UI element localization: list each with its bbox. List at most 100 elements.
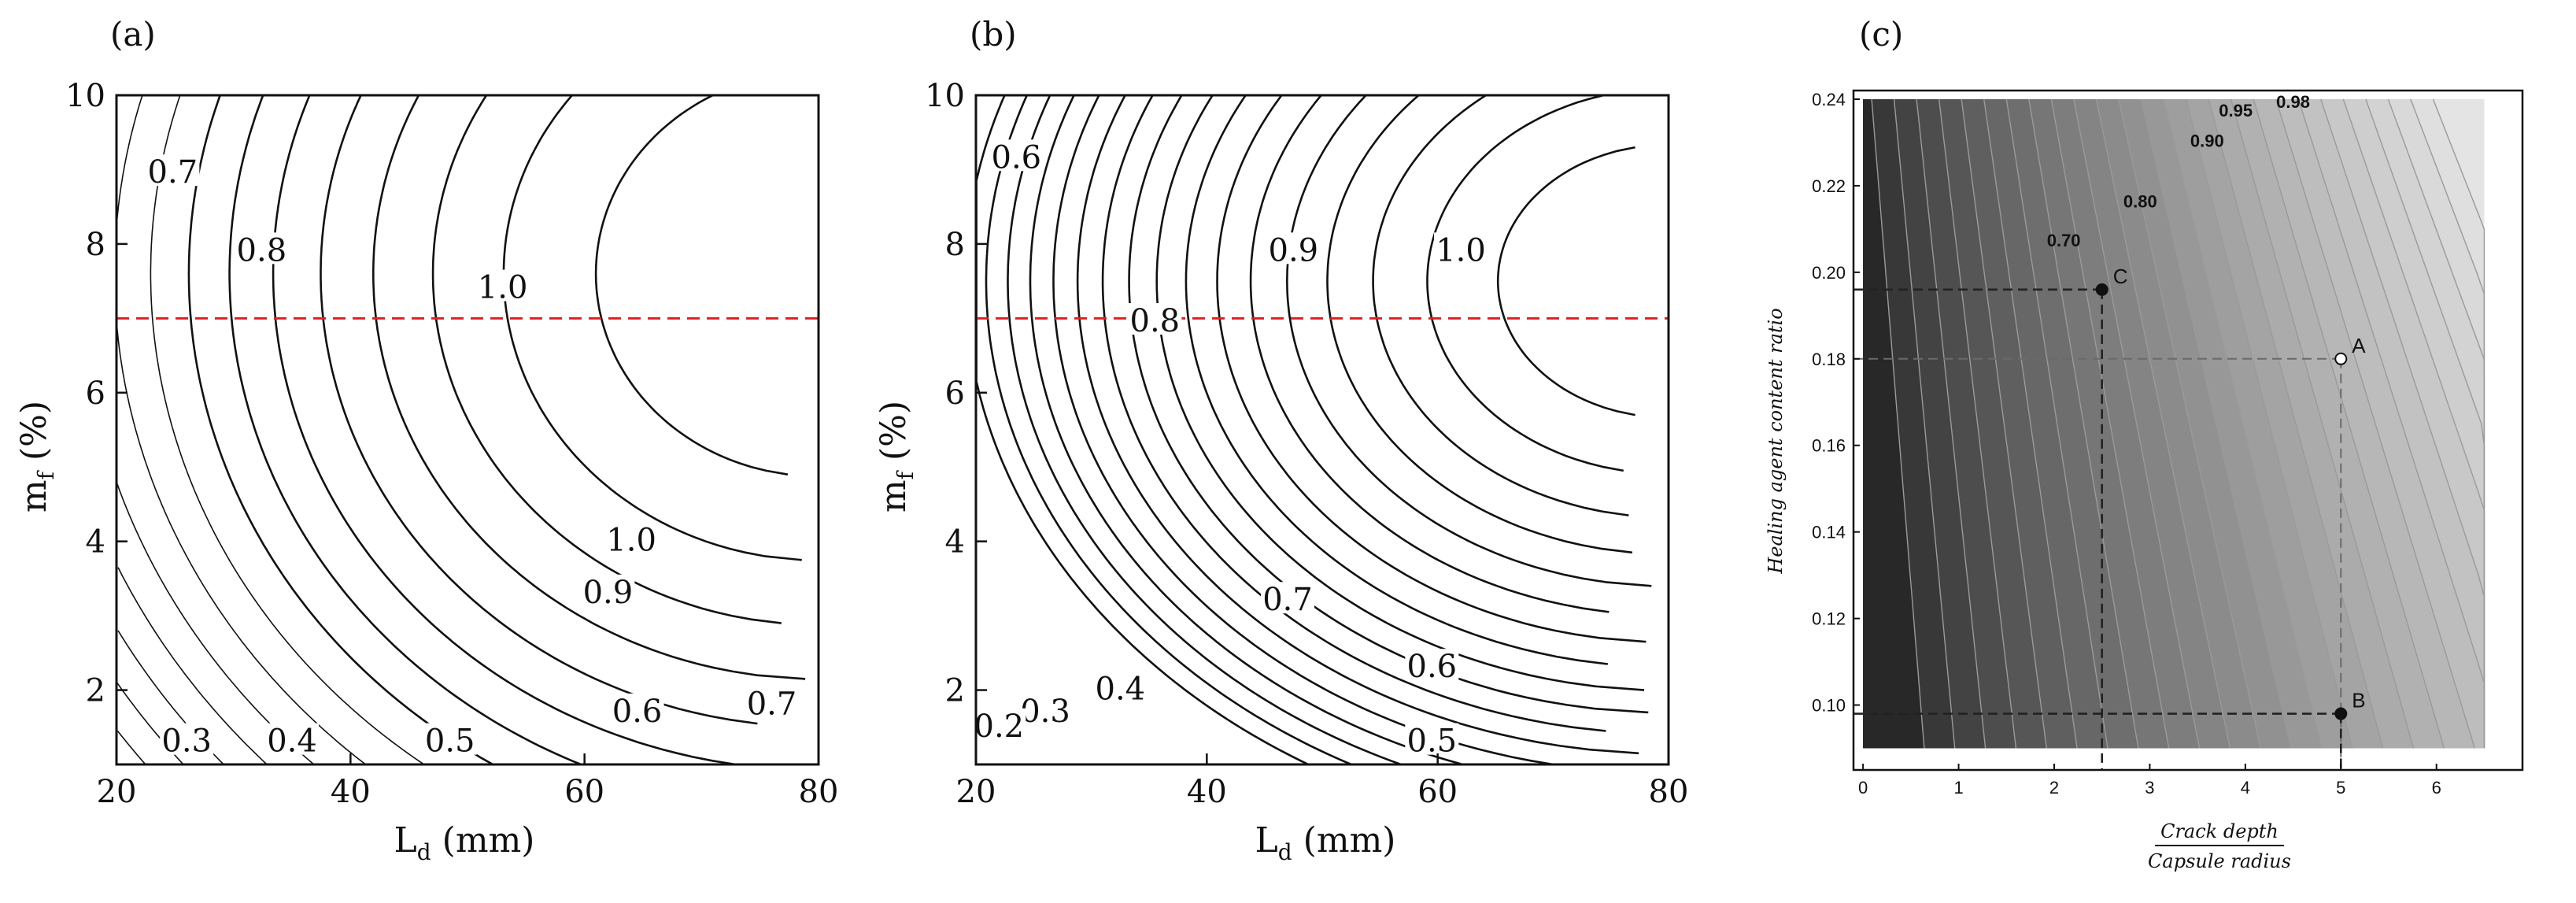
panel-c-y-tick-label: 0.22	[1812, 176, 1846, 196]
panel-c-shaded-bands	[1863, 98, 2485, 749]
panel-a-ticks: 20 40 60 80 2 4 6 8 10	[65, 78, 838, 810]
panel-a-contour-lines	[116, 94, 806, 766]
a-contour-label-bg	[745, 686, 799, 718]
panel-c-contour-line	[1871, 98, 1925, 749]
b-contour-line	[1029, 94, 1463, 766]
b-contour-label-bg	[989, 139, 1044, 172]
panel-b-contour-labels: 0.6 0.9 1.0 0.8 0.7 0.6 0.5 0.4 0.30.2	[972, 139, 1488, 760]
b-contour-label-bg	[972, 708, 1026, 740]
a-contour-line	[116, 481, 315, 765]
a-contour-label-bg	[604, 522, 659, 554]
panel-c-y-tick-label: 0.12	[1812, 609, 1846, 629]
b-contour-label: 1.0	[1436, 232, 1486, 268]
a-contour-label-bg	[146, 154, 200, 187]
a-contour-label-bg	[235, 232, 289, 265]
b-contour-label-bg	[1128, 303, 1182, 335]
panel-c-x-tick-label: 0	[1858, 778, 1868, 798]
panel-b-x-axis-label: Ld (mm)	[1255, 820, 1396, 865]
panel-c-contour-line	[2208, 98, 2384, 749]
panel-c-contour-line	[2140, 98, 2292, 749]
b-contour-label-bg	[1093, 671, 1148, 703]
b-contour-label-bg	[1018, 693, 1072, 725]
panel-c-frame	[1852, 89, 2524, 772]
a-contour-label: 0.5	[425, 724, 475, 760]
panel-c-contour-line	[2050, 98, 2170, 749]
a-contour-label: 0.3	[161, 724, 212, 760]
panel-c-contour-label: 0.98	[2276, 92, 2310, 112]
a-contour-line	[228, 94, 582, 766]
panel-a-x-axis-label: Ld (mm)	[394, 820, 535, 865]
b-contour-line	[1185, 94, 1608, 665]
panel-c-guide-lines	[1853, 288, 2342, 770]
a-contour-label-bg	[265, 723, 319, 755]
a-y-tick-label: 6	[86, 376, 105, 412]
b-contour-line	[1326, 94, 1633, 554]
panel-a-y-axis-label: mf (%)	[14, 401, 59, 513]
panel-c-contour-line	[2275, 98, 2475, 749]
panel-a-contour-labels: 0.7 0.8 1.0 1.0 0.9 0.6 0.7 0.3 0.4 0.5	[146, 154, 799, 760]
panel-c-contour-line	[2005, 98, 2108, 749]
panel-c-point-label: C	[2113, 265, 2128, 288]
a-x-tick-label: 60	[564, 774, 604, 810]
a-contour-label: 0.7	[747, 686, 797, 722]
panel-c-y-tick-label: 0.24	[1812, 90, 1846, 109]
b-contour-line	[1285, 94, 1652, 587]
b-contour-line	[1076, 94, 1639, 755]
panel-c-y-tick-label: 0.10	[1812, 696, 1846, 716]
a-contour-label: 0.7	[148, 154, 198, 191]
b-y-tick-label: 4	[945, 524, 965, 561]
b-x-tick-label: 20	[956, 774, 996, 810]
panel-c-contour-line	[2320, 98, 2485, 749]
b-contour-label: 0.8	[1130, 303, 1181, 339]
panel-a: (a) 0.7 0.8 1.0 1.0 0.9 0.6 0.7 0.3 0.4 0.5 20 40 6…	[14, 15, 838, 865]
panel-c-contour-labels: 0.70 0.80 0.90 0.95 0.98	[2047, 92, 2310, 250]
panel-c-ticks: 0 1 2 3 4 5 6 0.10 0.12 0.14 0.16 0.18 0.20 0.22 0.24	[1812, 90, 2441, 798]
panel-b: (b) 0.6 0.9 1.0 0.8 0.7 0.6 0.5 0.4 0.30.2 20 40 6…	[874, 15, 1688, 865]
panel-c-y-tick-label: 0.18	[1812, 350, 1846, 369]
a-contour-line	[502, 94, 802, 561]
b-contour-label-bg	[1434, 232, 1488, 265]
a-contour-line	[150, 94, 425, 765]
b-contour-label: 0.6	[1407, 649, 1458, 685]
b-contour-label-bg	[1266, 232, 1321, 265]
panel-a-label: (a)	[110, 15, 156, 54]
panel-c-contour-label: 0.95	[2219, 101, 2253, 120]
a-contour-line	[272, 94, 736, 766]
panel-c-contour-label: 0.90	[2190, 131, 2224, 150]
panel-c-label: (c)	[1859, 15, 1903, 54]
panel-c-contour-line	[1893, 98, 1956, 749]
a-x-tick-label: 20	[97, 774, 137, 810]
panel-c-contour-line	[2073, 98, 2201, 749]
panel-c: (c) 0.70 0.80 0.90 0.95 0.98 A B C 0 1 2 3 4 5 6 0.10…	[1765, 15, 2524, 872]
panel-c-points: A B C	[2095, 265, 2366, 720]
a-contour-line	[431, 94, 782, 624]
b-contour-label: 0.4	[1096, 672, 1146, 708]
panel-c-y-tick-label: 0.16	[1812, 436, 1846, 456]
b-contour-label: 0.7	[1262, 582, 1313, 618]
b-contour-label-bg	[1405, 649, 1459, 681]
panel-c-contour-label: 0.70	[2047, 231, 2081, 250]
panel-c-x-tick-label: 3	[2145, 778, 2154, 798]
a-contour-label-bg	[581, 574, 635, 606]
panel-c-contour-line	[1961, 98, 2047, 749]
panel-c-y-tick-label: 0.14	[1812, 523, 1846, 542]
a-contour-label-bg	[475, 269, 530, 302]
panel-b-frame	[974, 94, 1670, 766]
b-contour-line	[1155, 94, 1645, 691]
panel-b-ticks: 20 40 60 80 2 4 6 8 10	[925, 78, 1688, 810]
panel-c-contour-line	[1916, 98, 1987, 749]
b-y-tick-label: 8	[945, 227, 965, 263]
panel-b-label: (b)	[970, 15, 1017, 54]
panel-c-contour-line	[2230, 98, 2415, 749]
panel-c-x-tick-label: 2	[2049, 778, 2059, 798]
a-contour-label: 0.8	[237, 232, 287, 268]
b-x-tick-label: 40	[1187, 774, 1227, 810]
panel-c-x-tick-label: 5	[2336, 778, 2345, 798]
panel-c-contour-lines	[1871, 98, 2485, 749]
a-contour-label: 1.0	[606, 523, 656, 559]
a-y-tick-label: 4	[86, 524, 105, 561]
b-contour-label: 0.6	[992, 139, 1042, 176]
b-x-tick-label: 80	[1649, 774, 1689, 810]
panel-c-x-tick-label: 6	[2432, 778, 2441, 798]
